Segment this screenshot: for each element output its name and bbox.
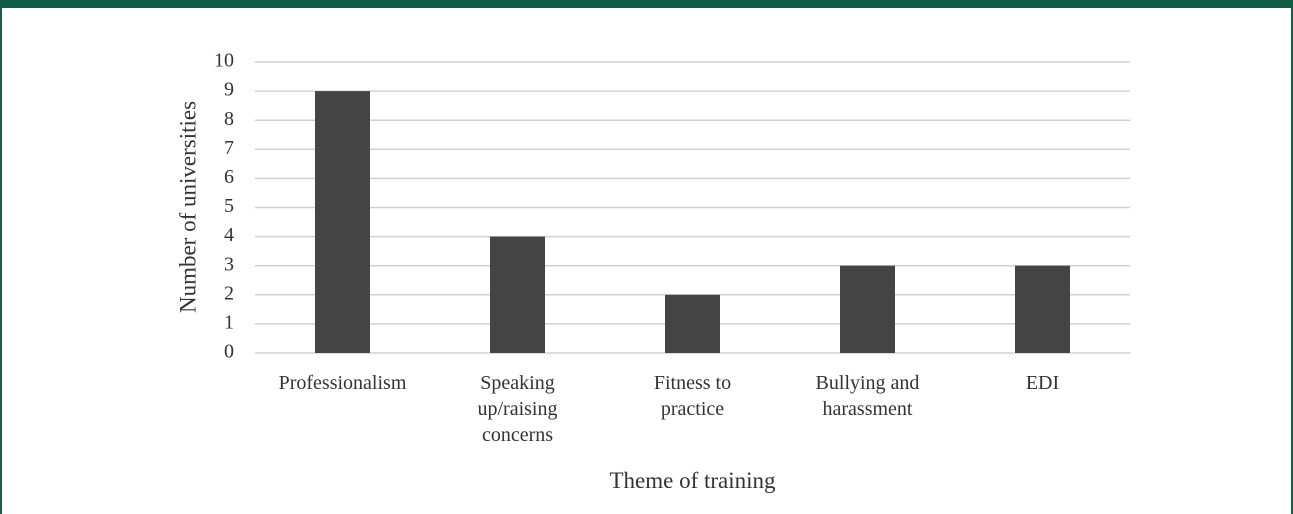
y-tick-label: 8 <box>224 108 234 130</box>
y-tick-label: 6 <box>224 166 234 188</box>
x-tick-label: Professionalism <box>278 372 407 394</box>
bar <box>1015 265 1070 353</box>
x-axis-title: Theme of training <box>609 468 776 493</box>
y-tick-label: 1 <box>224 311 234 333</box>
y-tick-label: 3 <box>224 253 234 275</box>
y-axis-title: Number of universities <box>175 101 200 313</box>
y-tick-label: 0 <box>224 341 234 363</box>
bar <box>490 236 545 353</box>
y-tick-label: 9 <box>224 79 234 101</box>
x-tick-label: Speaking up/raising concerns <box>477 372 558 446</box>
bar <box>665 294 720 353</box>
y-tick-label: 4 <box>224 224 234 246</box>
bar <box>840 265 895 353</box>
y-tick-label: 2 <box>224 282 234 304</box>
x-tick-label: EDI <box>1025 372 1060 394</box>
x-tick-label: Fitness to practice <box>653 372 732 420</box>
y-tick-label: 10 <box>214 50 234 72</box>
y-tick-label: 5 <box>224 195 234 217</box>
x-tick-label: Bullying and harassment <box>815 372 920 420</box>
y-tick-label: 7 <box>224 137 234 159</box>
bar <box>315 91 370 353</box>
